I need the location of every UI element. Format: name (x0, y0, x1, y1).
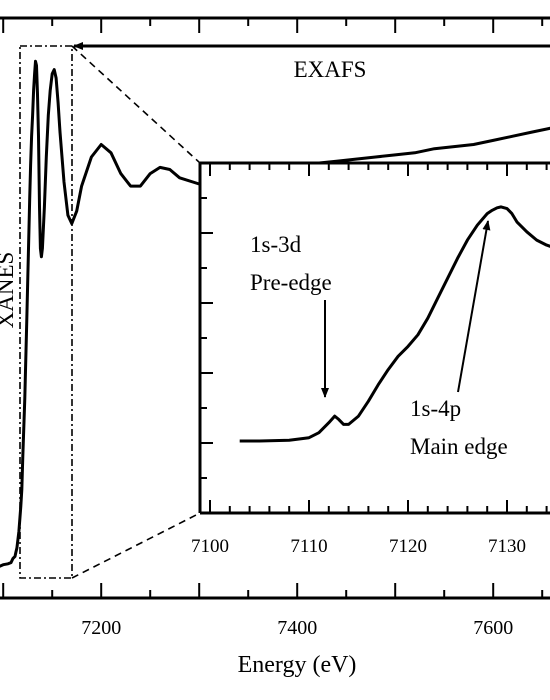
preedge-label-line1: 1s-3d (250, 232, 302, 257)
inset-x-tick-label: 7130 (488, 536, 526, 557)
xanes-region-box (19, 45, 73, 579)
inset-plot: 7100 7110 7120 7130 1s-3d Pre-edge 1s-4p Ma… (191, 161, 550, 557)
main-tick-labels: 7200 7400 7600 (81, 617, 513, 639)
inset-ticks (200, 163, 548, 513)
inset-x-tick-label: 7100 (191, 536, 229, 557)
main-plot: 7200 7400 7600 XANES EXAFS Energy (eV) (0, 16, 550, 678)
preedge-label-line2: Pre-edge (250, 270, 332, 295)
mainedge-label-line2: Main edge (410, 434, 508, 459)
xanes-label: XANES (0, 252, 18, 329)
zoom-connector-bottom (71, 512, 201, 579)
main-spectrum-line (0, 59, 550, 568)
x-axis-title: Energy (eV) (238, 652, 357, 678)
mainedge-arrow (457, 220, 491, 393)
main-ticks (2, 18, 544, 598)
main-x-tick-label: 7400 (277, 617, 317, 639)
main-x-tick-label: 7600 (473, 617, 513, 639)
inset-spectrum-line (239, 205, 550, 443)
inset-x-tick-label: 7110 (290, 536, 327, 557)
inset-tick-labels: 7100 7110 7120 7130 (191, 536, 526, 557)
inset-background (200, 163, 550, 513)
zoom-connector-top (71, 45, 201, 164)
exafs-label: EXAFS (294, 57, 367, 82)
main-x-tick-label: 7200 (81, 617, 121, 639)
inset-x-tick-label: 7120 (389, 536, 427, 557)
mainedge-label-line1: 1s-4p (410, 396, 461, 421)
